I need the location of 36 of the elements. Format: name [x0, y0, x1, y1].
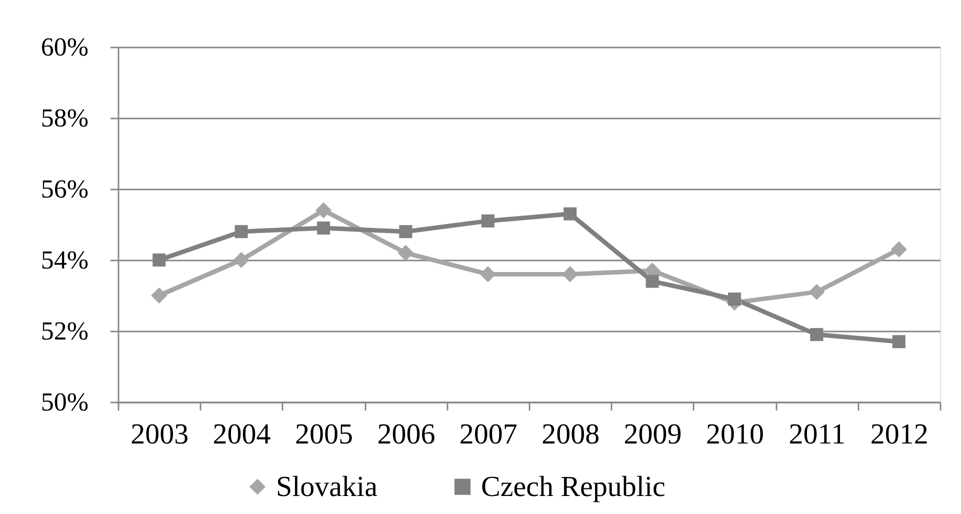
- point: [562, 266, 578, 282]
- point: [481, 214, 494, 228]
- point: [646, 274, 659, 288]
- x-tick-label: 2006: [377, 418, 436, 450]
- x-tick-label: 2011: [788, 418, 846, 450]
- y-tick-label: 50%: [40, 388, 88, 416]
- point: [810, 328, 824, 342]
- point: [399, 225, 412, 238]
- point: [808, 284, 825, 300]
- y-tick-label: 58%: [40, 104, 88, 132]
- y-tick-label: 56%: [40, 174, 88, 204]
- x-tick-label: 2004: [212, 418, 272, 450]
- x-tick-label: 2008: [542, 418, 600, 450]
- legend-label: Slovakia: [276, 470, 378, 503]
- point: [234, 225, 248, 238]
- point: [564, 207, 577, 220]
- x-tick-label: 2005: [295, 418, 353, 450]
- y-tick-label: 54%: [40, 246, 88, 274]
- point: [728, 292, 742, 306]
- x-tick-label: 2010: [706, 418, 764, 450]
- point: [315, 202, 332, 218]
- x-tick-label: 2009: [624, 418, 682, 450]
- point: [398, 244, 414, 261]
- point: [233, 252, 250, 268]
- point: [151, 287, 168, 304]
- x-tick-label: 2012: [870, 418, 928, 450]
- point: [316, 222, 330, 235]
- y-tick-label: 52%: [40, 316, 88, 346]
- point: [480, 266, 496, 282]
- x-tick-label: 2003: [130, 418, 189, 450]
- point: [892, 335, 906, 348]
- legend-label: Czech Republic: [481, 470, 666, 503]
- point: [890, 241, 907, 258]
- y-tick-label: 60%: [40, 32, 88, 62]
- point: [152, 253, 166, 267]
- x-tick-label: 2007: [459, 418, 518, 450]
